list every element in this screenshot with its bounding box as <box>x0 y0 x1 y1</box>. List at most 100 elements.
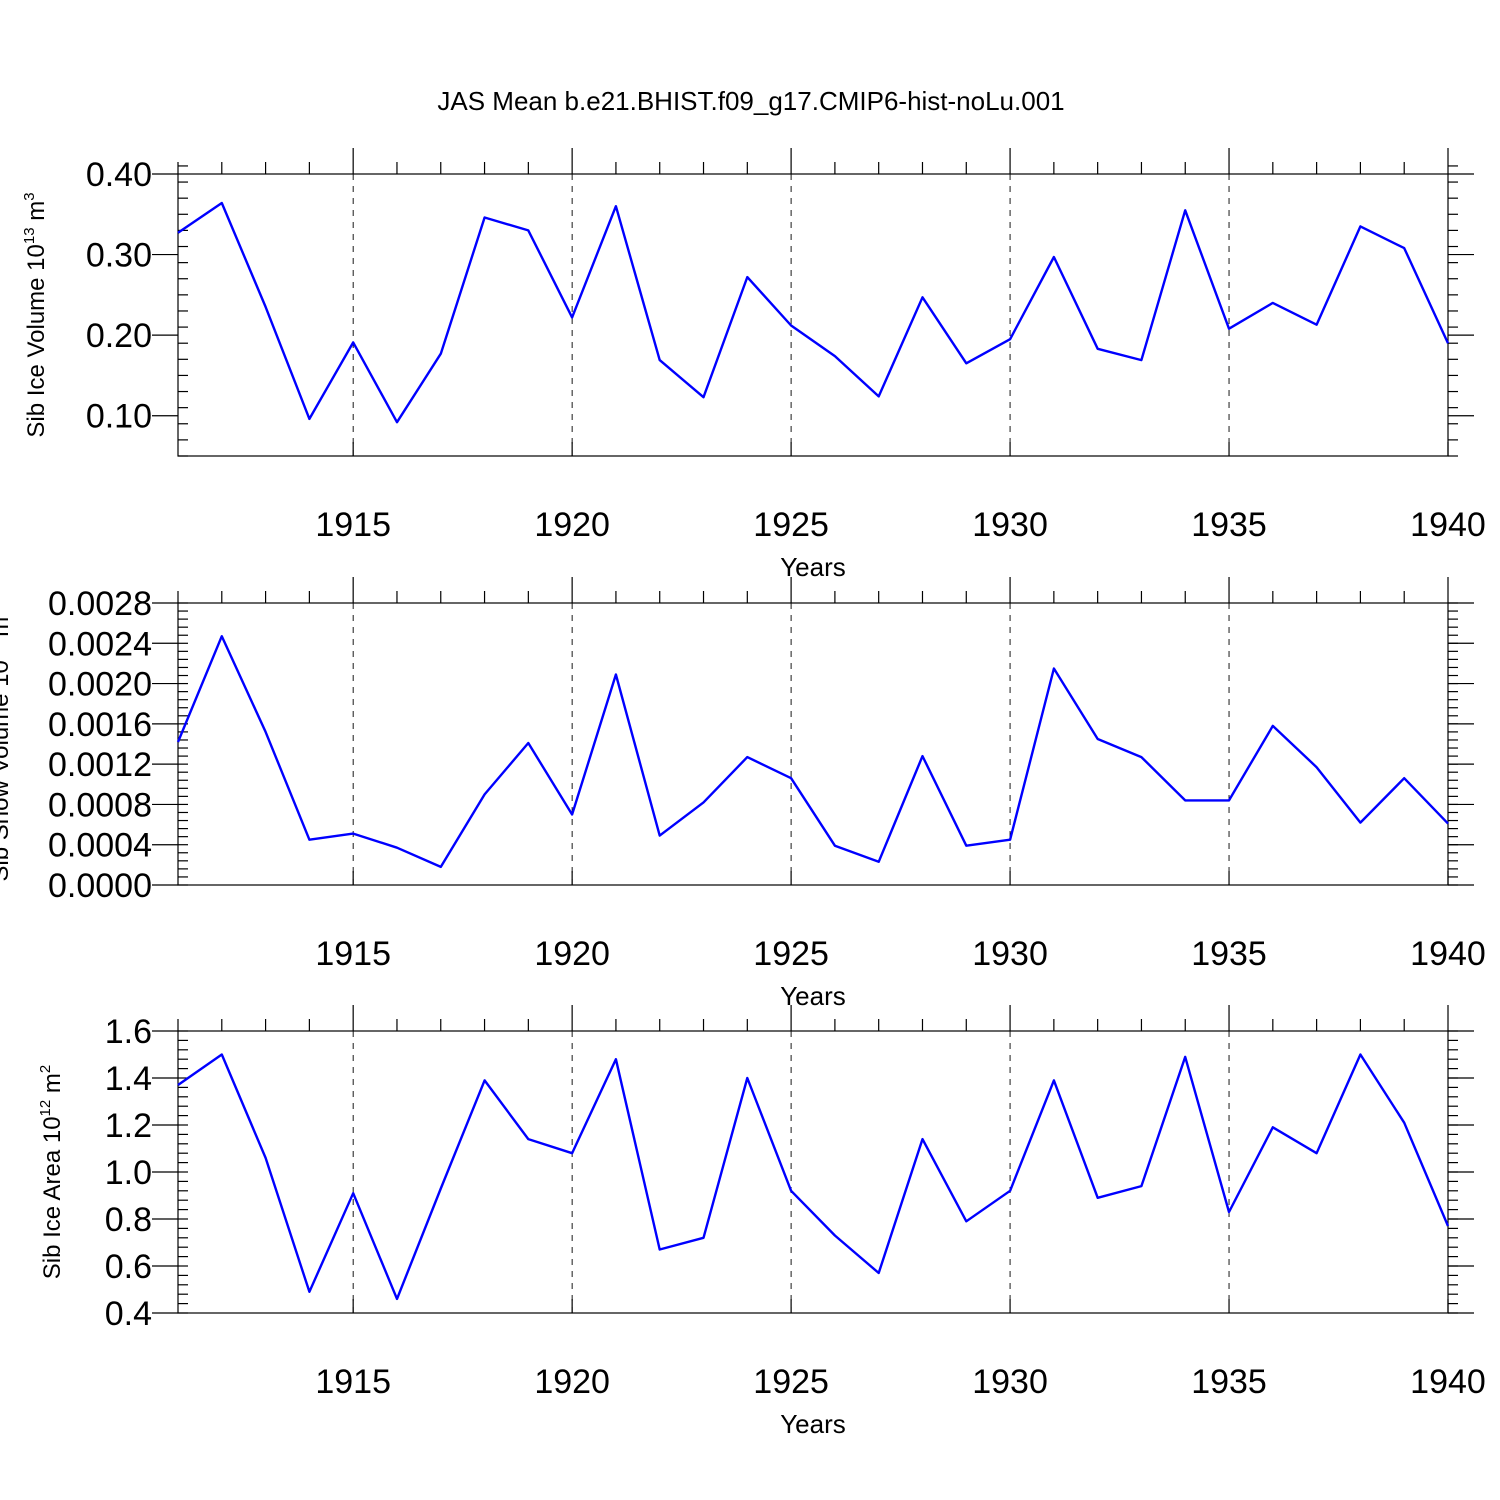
y-tick-label: 1.4 <box>105 1060 152 1098</box>
x-tick-label: 1935 <box>1191 935 1267 973</box>
data-point <box>570 813 574 817</box>
data-point <box>614 204 618 208</box>
y-tick-label: 0.0012 <box>48 746 152 784</box>
data-point <box>614 673 618 677</box>
y-axis-title: Sib Ice Area 1012 m2 <box>37 1065 66 1279</box>
plot-frame <box>177 602 1449 886</box>
data-point <box>1227 327 1231 331</box>
data-point <box>833 1233 837 1237</box>
series-line <box>177 1053 1450 1301</box>
data-point <box>745 1076 749 1080</box>
data-point <box>1358 1053 1362 1057</box>
data-point <box>1139 358 1143 362</box>
x-tick-label: 1915 <box>315 506 391 544</box>
data-point <box>1139 755 1143 759</box>
data-point <box>614 1057 618 1061</box>
chart-panel-3: 1915 1920 1925 1930 1935 1940 Years 0.4 0.6 0.8 1.… <box>37 1005 1486 1439</box>
data-point <box>307 1290 311 1294</box>
y-tick-label: 0.0028 <box>48 585 152 623</box>
data-point <box>176 231 180 235</box>
data-point <box>1315 765 1319 769</box>
y-tick-label: 0.40 <box>86 156 152 194</box>
data-point <box>1446 822 1450 826</box>
y-tick-label: 0.4 <box>105 1295 152 1333</box>
data-point <box>526 741 530 745</box>
data-point <box>1052 666 1056 670</box>
x-axis-title: Years <box>780 552 846 582</box>
x-tick-label: 1940 <box>1410 506 1486 544</box>
data-point <box>1271 1125 1275 1129</box>
data-point <box>1139 1184 1143 1188</box>
data-point <box>702 395 706 399</box>
data-point <box>964 361 968 365</box>
y-tick-label: 0.8 <box>105 1201 152 1239</box>
chart-panel-1: 1915 1920 1925 1930 1935 1940 Years 0.10 0.20 0.3… <box>21 148 1486 582</box>
data-point <box>1183 798 1187 802</box>
data-point <box>395 1297 399 1301</box>
data-point <box>526 1137 530 1141</box>
data-point <box>833 354 837 358</box>
data-point <box>1008 337 1012 341</box>
data-point <box>745 755 749 759</box>
data-point <box>1358 224 1362 228</box>
data-point <box>702 1236 706 1240</box>
y-tick-label: 0.30 <box>86 237 152 275</box>
y-tick-label: 0.0024 <box>48 625 152 663</box>
y-tick-label: 1.0 <box>105 1154 152 1192</box>
x-tick-label: 1920 <box>534 935 610 973</box>
data-point <box>483 216 487 220</box>
x-tick-label: 1930 <box>972 935 1048 973</box>
data-point <box>1008 838 1012 842</box>
y-tick-label: 0.20 <box>86 317 152 355</box>
data-point <box>1446 341 1450 345</box>
x-tick-label: 1920 <box>534 506 610 544</box>
data-point <box>920 1137 924 1141</box>
data-point <box>483 792 487 796</box>
data-point <box>1446 1224 1450 1228</box>
data-point <box>789 323 793 327</box>
data-point <box>658 358 662 362</box>
data-point <box>1052 1078 1056 1082</box>
data-point <box>570 315 574 319</box>
data-point <box>483 1078 487 1082</box>
y-tick-label: 1.2 <box>105 1107 152 1145</box>
data-point <box>1402 1121 1406 1125</box>
y-tick-label: 0.0000 <box>48 867 152 905</box>
data-point <box>1096 1196 1100 1200</box>
data-point <box>745 275 749 279</box>
data-point <box>1402 776 1406 780</box>
data-point <box>964 844 968 848</box>
x-tick-label: 1930 <box>972 506 1048 544</box>
y-tick-label: 0.0016 <box>48 706 152 744</box>
data-point <box>439 865 443 869</box>
y-tick-label: 0.0004 <box>48 827 152 865</box>
chart-panels: 1915 1920 1925 1930 1935 1940 Years 0.10 0.20 0.3… <box>0 148 1486 1439</box>
data-point <box>264 305 268 309</box>
x-tick-label: 1915 <box>315 1363 391 1401</box>
data-point <box>351 832 355 836</box>
data-point <box>789 1189 793 1193</box>
data-point <box>395 846 399 850</box>
x-tick-label: 1925 <box>753 935 829 973</box>
data-point <box>1315 323 1319 327</box>
data-point <box>1271 724 1275 728</box>
chart-panel-2: 1915 1920 1925 1930 1935 1940Years0.00000.000… <box>0 577 1486 1011</box>
data-point <box>789 776 793 780</box>
data-point <box>307 417 311 421</box>
figure-title: JAS Mean b.e21.BHIST.f09_g17.CMIP6-hist-… <box>437 86 1064 116</box>
data-point <box>1227 798 1231 802</box>
x-axis-title: Years <box>780 981 846 1011</box>
data-point <box>1402 246 1406 250</box>
x-tick-label: 1920 <box>534 1363 610 1401</box>
data-point <box>702 800 706 804</box>
data-point <box>176 1083 180 1087</box>
plot-frame <box>177 1030 1449 1314</box>
data-point <box>220 634 224 638</box>
y-tick-label: 1.6 <box>105 1013 152 1051</box>
x-tick-label: 1935 <box>1191 1363 1267 1401</box>
data-point <box>1008 1189 1012 1193</box>
data-point <box>920 295 924 299</box>
data-point <box>1358 821 1362 825</box>
data-point <box>439 352 443 356</box>
